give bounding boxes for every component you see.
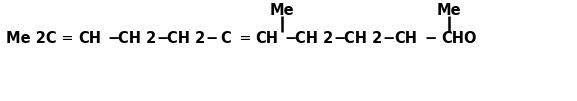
Text: −: − [424, 31, 437, 46]
Text: Me: Me [437, 3, 461, 18]
Text: CH 2: CH 2 [167, 31, 205, 46]
Text: CH: CH [395, 31, 418, 46]
Text: Me: Me [269, 3, 294, 18]
Text: CH 2: CH 2 [295, 31, 333, 46]
Text: CH: CH [255, 31, 278, 46]
Text: −: − [205, 31, 218, 46]
Text: ═: ═ [62, 31, 71, 46]
Text: CH 2: CH 2 [344, 31, 382, 46]
Text: −: − [156, 31, 169, 46]
Text: −: − [383, 31, 395, 46]
Text: CH: CH [78, 31, 101, 46]
Text: CHO: CHO [441, 31, 477, 46]
Text: −: − [284, 31, 297, 46]
Text: ═: ═ [240, 31, 249, 46]
Text: CH 2: CH 2 [118, 31, 156, 46]
Text: −: − [107, 31, 120, 46]
Text: C: C [220, 31, 231, 46]
Text: Me 2C: Me 2C [6, 31, 57, 46]
Text: −: − [334, 31, 346, 46]
